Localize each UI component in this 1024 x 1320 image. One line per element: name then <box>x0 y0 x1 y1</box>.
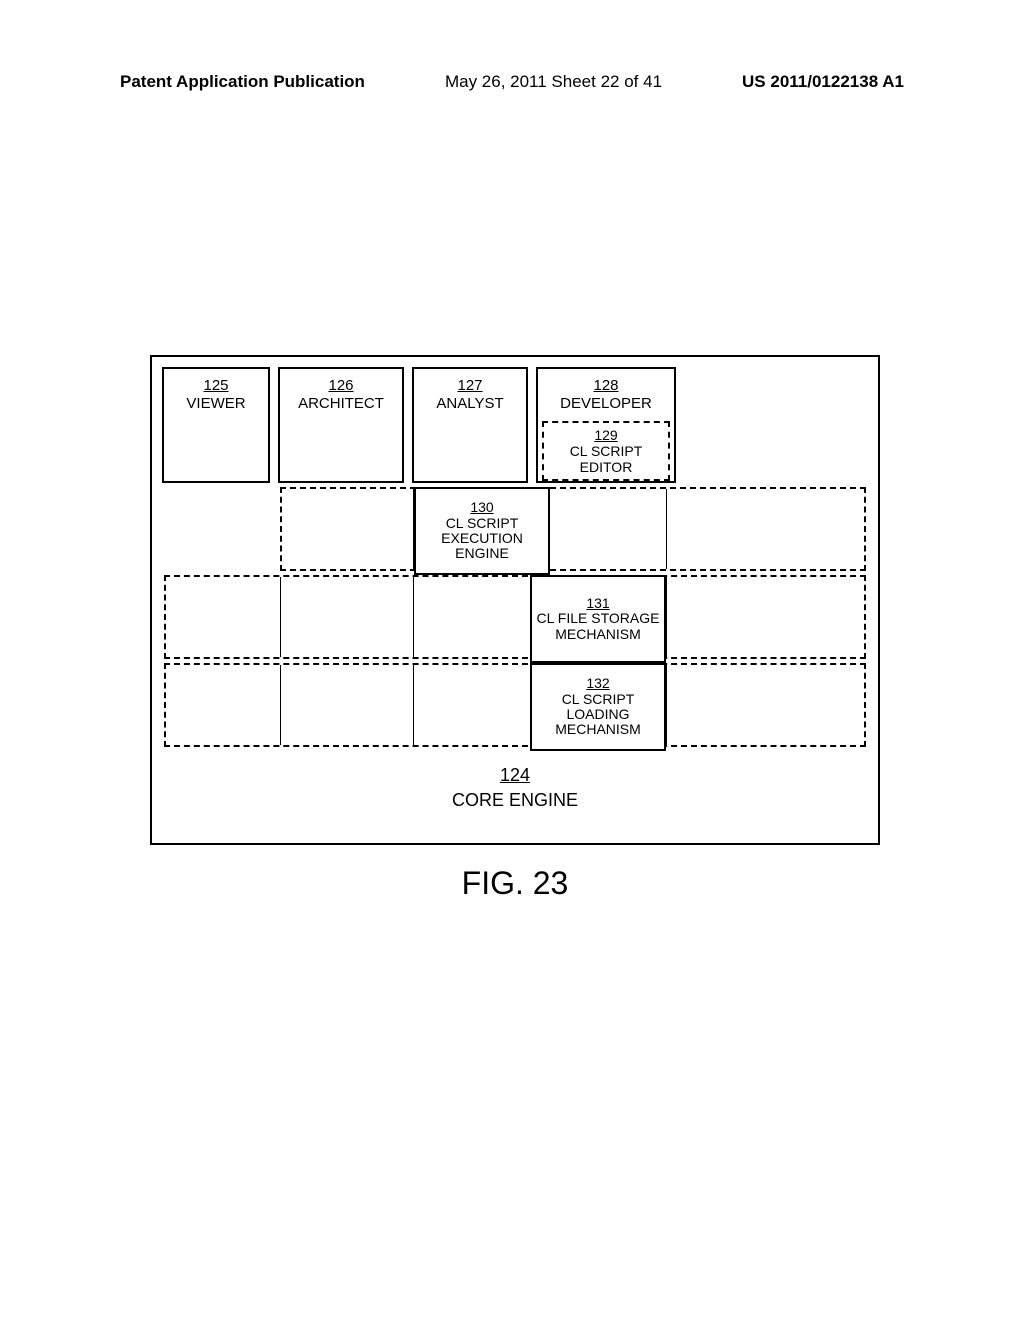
exec-engine-row: 130 CL SCRIPT EXECUTION ENGINE <box>280 487 866 571</box>
developer-label: DEVELOPER <box>560 395 652 412</box>
header-patent-number: US 2011/0122138 A1 <box>742 72 904 92</box>
developer-num: 128 <box>542 377 670 395</box>
divider-v <box>666 489 667 569</box>
header-date-sheet: May 26, 2011 Sheet 22 of 41 <box>445 72 662 92</box>
viewer-box: 125 VIEWER <box>162 367 270 483</box>
script-loading-num: 132 <box>536 676 660 691</box>
viewer-num: 125 <box>168 377 264 395</box>
divider-v <box>280 665 281 745</box>
exec-engine-label: CL SCRIPT EXECUTION ENGINE <box>420 516 544 562</box>
script-loading-row: 132 CL SCRIPT LOADING MECHANISM <box>164 663 866 747</box>
architect-box: 126 ARCHITECT <box>278 367 404 483</box>
divider-v <box>666 665 667 745</box>
file-storage-num: 131 <box>536 596 660 611</box>
diagram-container: 125 VIEWER 126 ARCHITECT 127 ANALYST 128… <box>150 355 880 902</box>
roles-row: 125 VIEWER 126 ARCHITECT 127 ANALYST 128… <box>152 357 878 483</box>
divider-v <box>280 577 281 657</box>
divider-v <box>413 665 414 745</box>
outer-box: 125 VIEWER 126 ARCHITECT 127 ANALYST 128… <box>150 355 880 845</box>
architect-num: 126 <box>284 377 398 395</box>
analyst-num: 127 <box>418 377 522 395</box>
viewer-label: VIEWER <box>186 395 245 412</box>
core-engine-label: CORE ENGINE <box>452 790 578 810</box>
figure-label: FIG. 23 <box>150 865 880 902</box>
script-loading-box: 132 CL SCRIPT LOADING MECHANISM <box>530 663 666 751</box>
core-engine-box: 124 CORE ENGINE <box>152 747 878 823</box>
divider-v <box>666 577 667 657</box>
page-header: Patent Application Publication May 26, 2… <box>0 72 1024 92</box>
divider-v <box>413 577 414 657</box>
script-editor-num: 129 <box>546 427 666 443</box>
exec-engine-num: 130 <box>420 500 544 515</box>
file-storage-label: CL FILE STORAGE MECHANISM <box>536 611 660 642</box>
analyst-label: ANALYST <box>436 395 503 412</box>
file-storage-row: 131 CL FILE STORAGE MECHANISM <box>164 575 866 659</box>
exec-engine-box: 130 CL SCRIPT EXECUTION ENGINE <box>414 487 550 575</box>
core-engine-num: 124 <box>152 765 878 786</box>
script-loading-label: CL SCRIPT LOADING MECHANISM <box>536 692 660 738</box>
architect-label: ARCHITECT <box>298 395 384 412</box>
analyst-box: 127 ANALYST <box>412 367 528 483</box>
script-editor-label: CL SCRIPT EDITOR <box>570 443 643 475</box>
developer-box: 128 DEVELOPER 129 CL SCRIPT EDITOR <box>536 367 676 483</box>
header-publication: Patent Application Publication <box>120 72 365 92</box>
script-editor-box: 129 CL SCRIPT EDITOR <box>542 421 670 481</box>
file-storage-box: 131 CL FILE STORAGE MECHANISM <box>530 575 666 663</box>
